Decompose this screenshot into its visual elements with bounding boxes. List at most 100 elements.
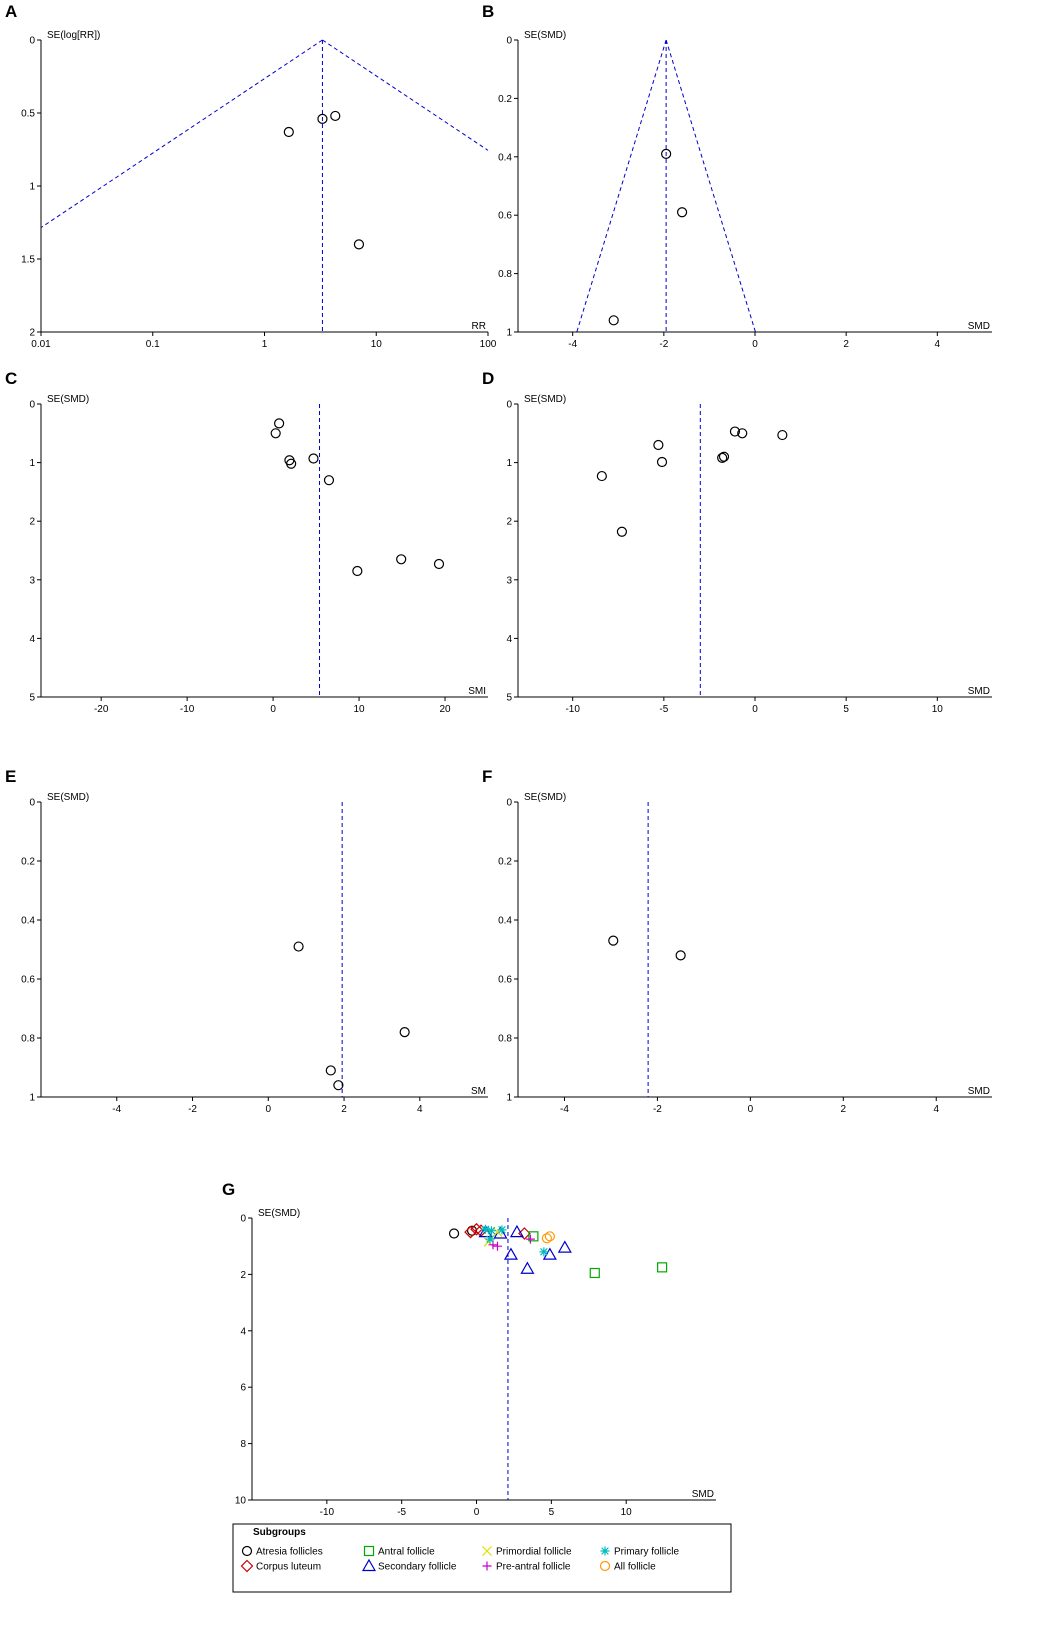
funnel-left-limit	[40, 39, 323, 229]
study-point	[283, 126, 294, 138]
study-point	[293, 941, 304, 952]
y-tick-label: 0.4	[498, 152, 512, 163]
study-point	[466, 1225, 478, 1236]
panel-letter: D	[482, 369, 494, 388]
y-axis-title: SE(log[RR])	[47, 30, 100, 41]
panel-letter: B	[482, 2, 494, 21]
legend-marker	[361, 1558, 377, 1572]
legend-label: Atresia follicles	[256, 1547, 323, 1558]
x-tick-label: 0	[748, 1104, 754, 1115]
x-tick-label: -5	[659, 704, 668, 715]
funnel-left-limit	[576, 39, 667, 333]
study-point	[541, 1233, 552, 1244]
x-tick-label: -4	[568, 339, 577, 350]
x-tick-label: 0.01	[31, 339, 51, 350]
panel-f: F 0 0.2 0.4 0.6 0.8 1 -4 -2 0 2 4 SE(SMD) SMD	[482, 767, 992, 1115]
x-tick-label: 100	[480, 339, 497, 350]
study-point	[539, 1247, 549, 1257]
x-tick-label: -20	[94, 704, 109, 715]
y-tick-label: 1	[506, 1093, 512, 1104]
panel-letter: F	[482, 767, 492, 786]
study-point	[333, 1080, 344, 1091]
y-tick-label: 0	[29, 36, 35, 47]
y-tick-label: 2	[29, 328, 35, 339]
study-point	[492, 1241, 502, 1251]
legend-label: Antral follicle	[378, 1547, 435, 1558]
y-tick-label: 3	[29, 575, 35, 586]
study-point	[352, 565, 363, 577]
x-tick-label: 5	[549, 1507, 555, 1518]
study-point	[557, 1240, 572, 1253]
panel-a: A 0 0.5 1 1.5 20.01 0.1 1 10 100 SE(log[RR]) RR	[5, 2, 497, 350]
study-point	[737, 428, 748, 439]
x-tick-label: -2	[653, 1104, 662, 1115]
study-point	[396, 554, 407, 565]
legend: Subgroups Atresia follicles Antral follicl…	[232, 1523, 732, 1593]
y-tick-label: 0.2	[498, 857, 512, 868]
legend-marker	[241, 1545, 253, 1557]
y-axis-title: SE(SMD)	[524, 394, 566, 405]
y-tick-label: 1.5	[21, 255, 35, 266]
study-point	[520, 1261, 535, 1274]
x-tick-label: 2	[841, 1104, 847, 1115]
study-point	[544, 1231, 555, 1242]
y-tick-label: 0	[506, 400, 512, 411]
study-point	[323, 475, 335, 486]
study-point	[589, 1267, 600, 1279]
panel-letter: G	[222, 1180, 235, 1199]
x-tick-label: -4	[560, 1104, 569, 1115]
x-tick-label: 10	[353, 704, 365, 715]
study-point	[478, 1224, 493, 1238]
x-tick-label: 4	[417, 1104, 423, 1115]
x-tick-label: 0	[270, 704, 276, 715]
study-point	[718, 451, 730, 462]
legend-marker	[482, 1546, 492, 1556]
y-tick-label: 0	[506, 798, 512, 809]
legend-label: All follicle	[614, 1562, 656, 1573]
panel-letter: E	[5, 767, 16, 786]
study-point	[542, 1247, 557, 1260]
y-tick-label: 1	[506, 458, 512, 469]
legend-label: Pre-antral follicle	[496, 1562, 571, 1573]
x-tick-label: -2	[659, 339, 668, 350]
study-point	[433, 558, 445, 570]
study-point	[676, 207, 688, 218]
funnel-right-limit	[322, 39, 489, 151]
y-tick-label: 1	[29, 182, 35, 193]
x-tick-label: -10	[180, 704, 195, 715]
y-tick-label: 2	[506, 517, 512, 528]
legend-marker	[600, 1546, 610, 1556]
study-point	[353, 239, 365, 250]
y-tick-label: 0	[240, 1214, 246, 1225]
x-tick-label: 2	[843, 339, 849, 350]
study-point	[656, 456, 668, 468]
panel-e: E 0 0.2 0.4 0.6 0.8 1 -4 -2 0 2 4 SE(SMD) SM	[5, 767, 488, 1115]
study-point	[525, 1234, 535, 1244]
x-tick-label: -4	[112, 1104, 121, 1115]
study-point	[486, 1226, 496, 1236]
y-tick-label: 0.4	[21, 916, 35, 927]
panel-g: G 0 2 4 6 8 10 -10 -5 0 5 10 SE(SMD) SMD Subgroups Atre…	[222, 1180, 732, 1593]
x-axis-title: SM	[471, 1086, 486, 1097]
study-point	[330, 110, 341, 122]
y-tick-label: 10	[235, 1496, 247, 1507]
x-tick-label: 5	[843, 704, 849, 715]
legend-marker	[240, 1559, 254, 1573]
study-point	[274, 418, 285, 429]
y-tick-label: 0.4	[498, 916, 512, 927]
legend-title: Subgroups	[253, 1527, 306, 1538]
y-tick-label: 0.6	[21, 975, 35, 986]
y-tick-label: 0	[29, 400, 35, 411]
study-point	[308, 453, 319, 464]
study-point	[317, 113, 328, 124]
x-tick-label: 1	[262, 339, 268, 350]
study-point	[596, 470, 607, 482]
y-tick-label: 1	[29, 458, 35, 469]
panel-letter: C	[5, 369, 17, 388]
x-tick-label: 10	[932, 704, 944, 715]
study-point	[661, 148, 672, 159]
study-point	[270, 428, 281, 439]
x-tick-label: 2	[341, 1104, 347, 1115]
x-axis-title: RR	[472, 321, 486, 332]
x-axis-title: SMD	[968, 1086, 990, 1097]
